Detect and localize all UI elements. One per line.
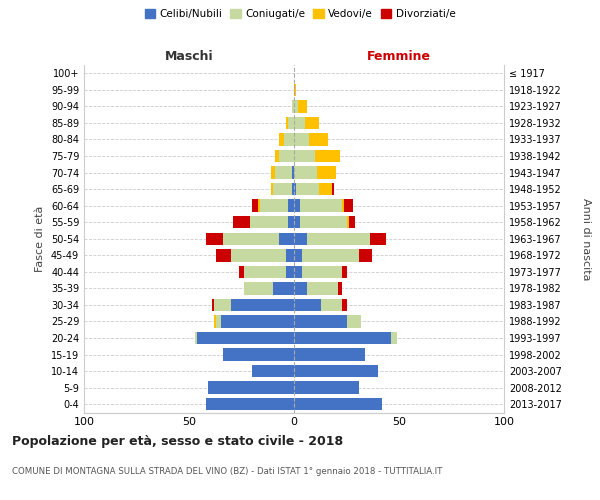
Bar xyxy=(217,249,231,262)
Bar xyxy=(286,266,294,278)
Bar xyxy=(315,150,340,162)
Bar xyxy=(260,200,288,212)
Bar xyxy=(391,332,397,344)
Bar xyxy=(294,365,378,378)
Bar xyxy=(244,266,286,278)
Bar xyxy=(349,216,355,228)
Bar xyxy=(197,332,294,344)
Y-axis label: Fasce di età: Fasce di età xyxy=(35,206,45,272)
Bar xyxy=(294,398,382,410)
Bar xyxy=(275,166,292,179)
Bar xyxy=(280,150,294,162)
Text: Maschi: Maschi xyxy=(164,50,214,62)
Bar xyxy=(294,282,307,294)
Y-axis label: Anni di nascita: Anni di nascita xyxy=(581,198,591,280)
Bar xyxy=(298,100,307,112)
Bar xyxy=(294,249,302,262)
Bar xyxy=(252,365,294,378)
Bar xyxy=(296,183,319,196)
Bar xyxy=(208,382,294,394)
Bar xyxy=(206,398,294,410)
Bar xyxy=(286,249,294,262)
Bar xyxy=(359,249,372,262)
Bar xyxy=(294,116,305,129)
Bar xyxy=(317,166,336,179)
Bar xyxy=(332,183,334,196)
Text: COMUNE DI MONTAGNA SULLA STRADA DEL VINO (BZ) - Dati ISTAT 1° gennaio 2018 - TUT: COMUNE DI MONTAGNA SULLA STRADA DEL VINO… xyxy=(12,468,442,476)
Bar xyxy=(250,216,288,228)
Bar xyxy=(212,298,214,311)
Bar xyxy=(294,100,298,112)
Bar xyxy=(294,216,301,228)
Bar xyxy=(294,332,391,344)
Bar xyxy=(196,332,197,344)
Bar xyxy=(294,316,347,328)
Bar xyxy=(275,150,280,162)
Bar xyxy=(338,282,342,294)
Bar xyxy=(273,282,294,294)
Bar xyxy=(239,266,244,278)
Bar xyxy=(302,266,342,278)
Bar xyxy=(307,282,338,294)
Bar xyxy=(302,249,359,262)
Bar xyxy=(292,183,294,196)
Bar xyxy=(294,232,307,245)
Bar xyxy=(292,166,294,179)
Bar xyxy=(322,298,342,311)
Bar xyxy=(294,183,296,196)
Bar xyxy=(319,183,332,196)
Bar xyxy=(217,316,221,328)
Bar xyxy=(214,298,231,311)
Bar xyxy=(294,150,315,162)
Bar xyxy=(288,200,294,212)
Bar xyxy=(231,249,286,262)
Bar xyxy=(286,116,288,129)
Text: Popolazione per età, sesso e stato civile - 2018: Popolazione per età, sesso e stato civil… xyxy=(12,435,343,448)
Legend: Celibi/Nubili, Coniugati/e, Vedovi/e, Divorziati/e: Celibi/Nubili, Coniugati/e, Vedovi/e, Di… xyxy=(140,5,460,24)
Bar xyxy=(301,200,342,212)
Bar xyxy=(280,232,294,245)
Bar xyxy=(288,216,294,228)
Bar xyxy=(370,232,386,245)
Bar xyxy=(206,232,223,245)
Bar xyxy=(292,100,294,112)
Bar xyxy=(294,382,359,394)
Bar xyxy=(342,298,347,311)
Bar xyxy=(271,183,273,196)
Bar xyxy=(280,134,284,145)
Bar xyxy=(305,116,319,129)
Bar xyxy=(309,134,328,145)
Bar xyxy=(294,166,317,179)
Bar xyxy=(342,266,347,278)
Bar xyxy=(284,134,294,145)
Bar xyxy=(214,316,217,328)
Bar xyxy=(294,266,302,278)
Bar xyxy=(233,216,250,228)
Bar xyxy=(294,200,301,212)
Bar xyxy=(252,200,259,212)
Bar xyxy=(244,282,273,294)
Bar xyxy=(347,216,349,228)
Bar xyxy=(307,232,370,245)
Bar xyxy=(271,166,275,179)
Bar xyxy=(273,183,292,196)
Text: Femmine: Femmine xyxy=(367,50,431,62)
Bar xyxy=(223,232,280,245)
Bar xyxy=(231,298,294,311)
Bar xyxy=(347,316,361,328)
Bar xyxy=(221,316,294,328)
Bar xyxy=(288,116,294,129)
Bar xyxy=(344,200,353,212)
Bar xyxy=(258,200,260,212)
Bar xyxy=(294,298,322,311)
Bar xyxy=(301,216,347,228)
Bar xyxy=(342,200,344,212)
Bar xyxy=(294,348,365,361)
Bar xyxy=(294,84,296,96)
Bar xyxy=(294,134,309,145)
Bar xyxy=(223,348,294,361)
